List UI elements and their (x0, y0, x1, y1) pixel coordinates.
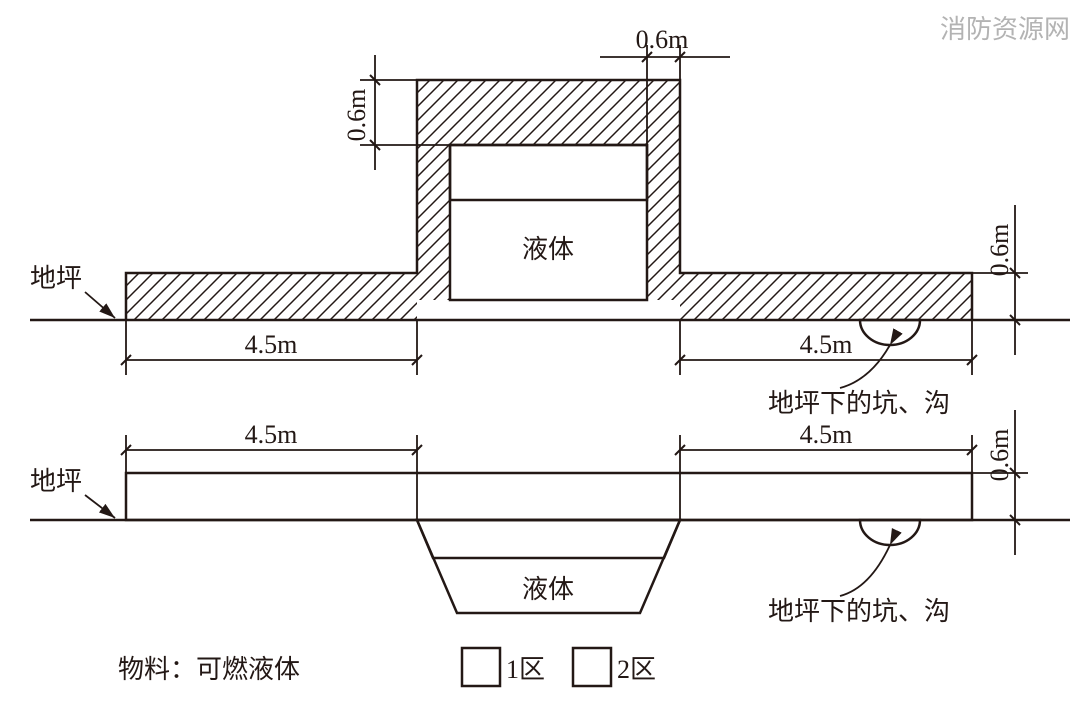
fig2-pit-label: 地坪下的坑、沟 (768, 597, 950, 626)
fig2-pit-leader (840, 545, 890, 596)
legend-zone2-label: 2区 (617, 655, 656, 684)
svg-text:0.6m: 0.6m (985, 429, 1014, 482)
fig1-liquid-label: 液体 (522, 235, 574, 264)
fig1-dim-bottom-45l: 4.5m (126, 320, 417, 375)
fig1-dim-right-06v: 0.6m (972, 205, 1028, 355)
fig2-dim-top-45r: 4.5m (680, 420, 972, 520)
legend-zone1-swatch (462, 648, 500, 686)
fig2-dim-right-06v: 0.6m (972, 410, 1028, 555)
fig2-liquid-label: 液体 (522, 575, 574, 604)
figure-2: 液体 地坪下的坑、沟 地坪 4.5m 4.5m (30, 410, 1070, 626)
watermark-text: 消防资源网 (940, 14, 1070, 44)
fig1-dim-bottom-45r: 4.5m (680, 320, 972, 375)
fig1-pit (860, 320, 920, 345)
fig1-ground-leader (85, 292, 115, 318)
svg-text:4.5m: 4.5m (245, 330, 298, 359)
fig2-zone1 (417, 520, 680, 558)
fig2-zone2 (126, 473, 972, 520)
fig2-ground-label: 地坪 (30, 467, 82, 496)
fig1-zone1 (450, 145, 647, 200)
fig2-pit (860, 520, 920, 545)
svg-text:0.6m: 0.6m (342, 89, 371, 142)
fig1-tank-inner (450, 145, 647, 300)
fig1-pit-label: 地坪下的坑、沟 (768, 389, 950, 418)
svg-text:4.5m: 4.5m (800, 330, 853, 359)
svg-text:0.6m: 0.6m (636, 25, 689, 54)
fig2-ground-leader (85, 495, 115, 518)
legend-zone1-label: 1区 (506, 655, 545, 684)
fig2-dim-top-45l: 4.5m (126, 420, 417, 520)
svg-text:4.5m: 4.5m (800, 420, 853, 449)
legend-zone2-swatch (573, 648, 611, 686)
legend-material: 物料：可燃液体 (118, 655, 300, 684)
figure-1: 液体 地坪下的坑、沟 地坪 0.6m 0.6m (30, 25, 1070, 418)
legend: 物料：可燃液体 1区 2区 (118, 648, 656, 686)
fig1-ground-label: 地坪 (30, 264, 82, 293)
svg-text:4.5m: 4.5m (245, 420, 298, 449)
svg-text:0.6m: 0.6m (985, 224, 1014, 277)
